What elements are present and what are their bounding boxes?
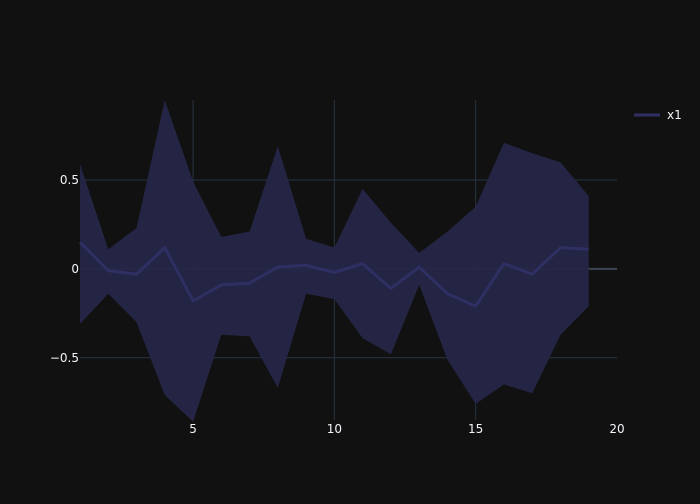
series-line-x1 [78,241,589,308]
y-tick-label: 0.5 [60,173,79,187]
line-layer [78,241,589,308]
confidence-band [80,100,589,422]
y-tick-label: 0 [71,262,79,276]
band-layer [80,100,589,422]
x-tick-label: 10 [327,422,342,436]
x-tick-label: 15 [468,422,483,436]
x-tick-label: 5 [189,422,197,436]
x-tick-label: 20 [609,422,624,436]
tick-layer: 5 10 15 20 0.5 0 −0.5 [50,173,625,436]
y-tick-label: −0.5 [50,351,79,365]
legend-label-x1: x1 [667,108,682,122]
legend[interactable]: x1 [634,108,682,122]
